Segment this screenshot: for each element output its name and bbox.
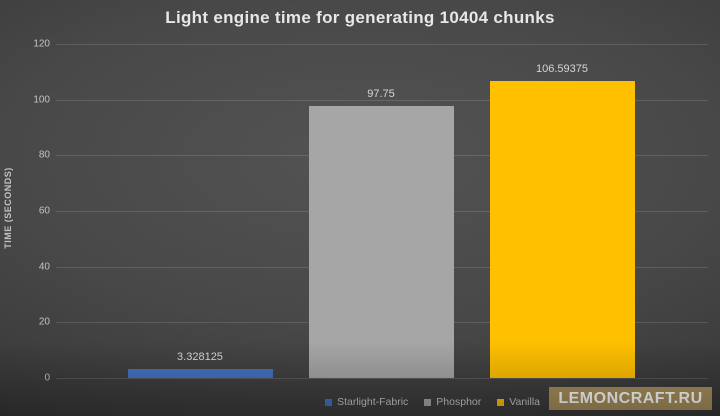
legend-label: Phosphor [436, 396, 482, 408]
legend-swatch-icon [424, 398, 432, 406]
legend-label: Starlight-Fabric [337, 396, 409, 408]
bar-value-phosphor: 97.75 [367, 87, 395, 100]
chart-title: Light engine time for generating 10404 c… [165, 8, 555, 27]
legend-swatch-icon [497, 398, 505, 406]
y-tick-label-20: 20 [38, 316, 50, 328]
legend-item-vanilla: Vanilla [497, 396, 540, 408]
y-tick-label-0: 0 [44, 372, 50, 384]
y-tick-label-80: 80 [38, 149, 50, 161]
bar-vanilla [489, 81, 635, 378]
bar-value-vanilla: 106.59375 [536, 63, 588, 76]
y-tick-label-60: 60 [38, 205, 50, 217]
chart-legend: Starlight-Fabric Phosphor Vanilla [0, 396, 540, 408]
gridline-100 [56, 99, 708, 101]
gridline-120 [56, 44, 708, 45]
bar-phosphor [308, 105, 454, 378]
watermark-badge: LEMONCRAFT.RU [549, 387, 712, 410]
bar-value-starlight-fabric: 3.328125 [177, 350, 223, 363]
legend-swatch-icon [325, 398, 333, 406]
y-tick-label-40: 40 [38, 261, 50, 273]
bar-starlight-fabric [127, 368, 273, 378]
gridline-0 [56, 378, 708, 379]
y-tick-label-100: 100 [33, 94, 50, 106]
legend-item-starlight-fabric: Starlight-Fabric [325, 396, 408, 408]
y-tick-label-120: 120 [33, 38, 50, 50]
legend-label: Vanilla [509, 396, 540, 408]
legend-item-phosphor: Phosphor [424, 396, 481, 408]
